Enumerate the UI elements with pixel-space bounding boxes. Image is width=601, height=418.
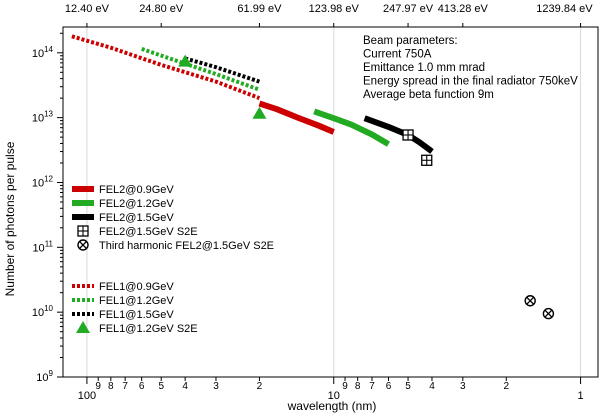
series-point-fel2-1-5gev-s2e: [421, 154, 433, 166]
series-point-third-harmonic-fel2-1-5gev-s2e: [542, 307, 555, 320]
x-minor-tick-label: 6: [139, 381, 145, 392]
x-minor-tick-label: 2: [503, 381, 509, 392]
x-minor-tick-label: 5: [158, 381, 164, 392]
series-line-fel1-1-5gev: [184, 56, 261, 84]
x-minor-tick-label: 8: [108, 381, 114, 392]
legend-label-fel2-1-5gev-s2e: FEL2@1.5GeV S2E: [99, 226, 198, 238]
x-minor-tick-label: 9: [342, 381, 348, 392]
legend: FEL2@0.9GeV FEL2@1.2GeV FEL2@1.5GeV FEL2@1.…: [72, 184, 274, 335]
x-minor-tick-label: 3: [460, 381, 466, 392]
data-series: [71, 34, 555, 320]
series-line-fel1-0-9gev: [71, 34, 261, 100]
y-axis-label: Number of photons per pulse: [3, 141, 17, 296]
x-minor-tick-label: 3: [213, 381, 219, 392]
x-axis-label: wavelength (nm): [287, 399, 377, 413]
annotation-line: Energy spread in the final radiator 750k…: [363, 76, 578, 88]
x-tick-label: 10: [328, 390, 340, 402]
x-minor-tick-label: 9: [95, 381, 101, 392]
y-tick-label: 109: [36, 369, 53, 384]
top-axis-label: 61.99 eV: [237, 3, 282, 15]
legend-label-fel1-1-5gev: FEL1@1.5GeV: [99, 309, 174, 321]
annotation-line: Average beta function 9m: [363, 89, 494, 101]
y-tick-label: 1014: [32, 45, 54, 60]
top-axis-label: 123.98 eV: [309, 3, 360, 15]
legend-label-fel1-0-9gev: FEL1@0.9GeV: [99, 281, 174, 293]
top-axis-label: 247.97 eV: [383, 3, 434, 15]
legend-label-fel1-1-2gev: FEL1@1.2GeV: [99, 295, 174, 307]
legend-swatch-fel2-1-5gev-s2e: [77, 225, 89, 237]
annotation-line: Emittance 1.0 mm mrad: [363, 62, 485, 74]
y-tick-label: 1011: [32, 239, 53, 254]
legend-swatch-third-harmonic-fel2-1-5gev-s2e: [77, 239, 89, 251]
legend-label-fel2-1-5gev: FEL2@1.5GeV: [99, 212, 174, 224]
top-axis-label: 12.40 eV: [65, 3, 110, 15]
x-minor-tick-label: 5: [405, 381, 411, 392]
x-tick-label: 100: [78, 390, 96, 402]
legend-label-fel1-1-2gev-s2e: FEL1@1.2GeV S2E: [99, 323, 198, 335]
legend-label-third-harmonic-fel2-1-5gev-s2e: Third harmonic FEL2@1.5GeV S2E: [99, 240, 274, 252]
x-minor-tick-label: 8: [355, 381, 361, 392]
legend-label-fel2-1-2gev: FEL2@1.2GeV: [99, 198, 174, 210]
legend-label-fel2-0-9gev: FEL2@0.9GeV: [99, 184, 174, 196]
x-minor-tick-label: 4: [182, 381, 188, 392]
series-point-fel1-1-2gev-s2e: [252, 106, 267, 119]
y-tick-label: 1010: [32, 304, 54, 319]
annotation-line: Beam parameters:: [363, 35, 458, 47]
x-tick-label: 1: [578, 390, 584, 402]
series-line-fel1-1-2gev: [141, 47, 261, 92]
series-point-fel1-1-2gev-s2e: [178, 54, 193, 67]
y-tick-label: 1013: [32, 110, 54, 125]
annotation-line: Current 750A: [363, 49, 432, 61]
series-point-fel2-1-5gev-s2e: [402, 129, 414, 141]
legend-swatch-fel1-1-2gev-s2e: [76, 321, 90, 333]
x-minor-tick-label: 2: [257, 381, 263, 392]
y-tick-label: 1012: [32, 174, 54, 189]
x-minor-tick-label: 7: [369, 381, 375, 392]
top-axis-label: 24.80 eV: [139, 3, 184, 15]
top-axis-label: 1239.84 eV: [536, 3, 593, 15]
x-minor-tick-label: 6: [386, 381, 392, 392]
series-point-third-harmonic-fel2-1-5gev-s2e: [524, 295, 536, 307]
x-minor-tick-label: 4: [429, 381, 435, 392]
series-line-fel2-0-9gev: [258, 100, 335, 135]
x-minor-tick-label: 7: [122, 381, 128, 392]
top-axis-label: 413.28 eV: [438, 3, 489, 15]
axis-ticks: 100 10 19 8 7 6 5 4 3 2 9 8 7 6 5 4 3 212.40 eV 24.80 eV 61…: [32, 3, 593, 402]
series-line-fel2-1-2gev: [313, 108, 391, 147]
